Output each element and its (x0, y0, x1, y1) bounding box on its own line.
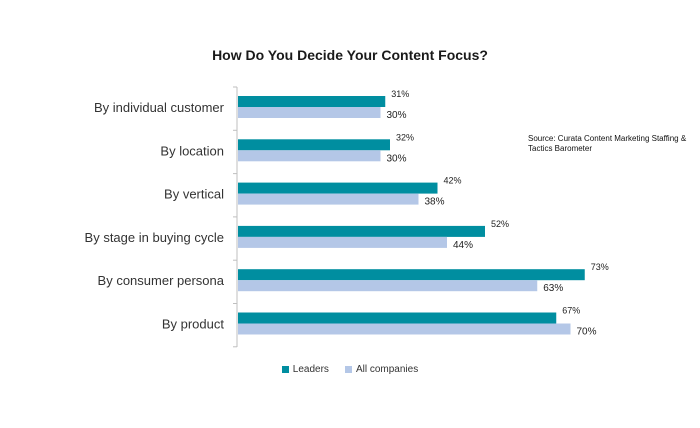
data-label: 32% (396, 132, 414, 142)
legend-item-all-companies: All companies (344, 364, 419, 375)
bar-all-companies (238, 150, 381, 162)
bar-leaders (238, 182, 438, 194)
category-label: By individual customer (94, 100, 225, 115)
bar-all-companies (238, 193, 419, 205)
legend-swatch-all-companies (344, 366, 352, 373)
data-label: 52% (491, 219, 509, 229)
legend-swatch-leaders (281, 366, 289, 373)
legend-label-leaders: Leaders (292, 364, 329, 375)
data-label: 44% (453, 240, 473, 251)
bar-leaders (238, 225, 485, 237)
bar-all-companies (238, 236, 447, 248)
data-label: 73% (591, 262, 609, 272)
bar-all-companies (238, 323, 571, 335)
bar-leaders (238, 96, 386, 107)
category-label: By location (160, 143, 224, 158)
source-annotation: Source: Curata Content Marketing Staffin… (528, 134, 687, 153)
data-label: 38% (425, 197, 445, 208)
bar-leaders (238, 269, 585, 281)
category-label: By vertical (164, 187, 224, 202)
data-label: 30% (387, 153, 407, 164)
category-label: By stage in buying cycle (85, 230, 224, 245)
data-label: 63% (543, 283, 563, 294)
legend: Leaders All companies (0, 364, 700, 375)
data-label: 30% (387, 110, 407, 121)
data-label: 42% (444, 176, 462, 186)
data-label: 31% (391, 89, 409, 99)
bar-leaders (238, 139, 390, 151)
data-label: 67% (562, 306, 580, 316)
legend-item-leaders: Leaders (281, 364, 329, 375)
category-label: By product (162, 317, 225, 332)
data-label: 70% (577, 327, 597, 338)
bar-all-companies (238, 280, 538, 292)
category-label: By consumer persona (98, 273, 225, 288)
legend-label-all-companies: All companies (355, 364, 419, 375)
chart-title: How Do You Decide Your Content Focus? (212, 47, 488, 63)
bar-all-companies (238, 107, 381, 118)
bar-leaders (238, 312, 557, 324)
